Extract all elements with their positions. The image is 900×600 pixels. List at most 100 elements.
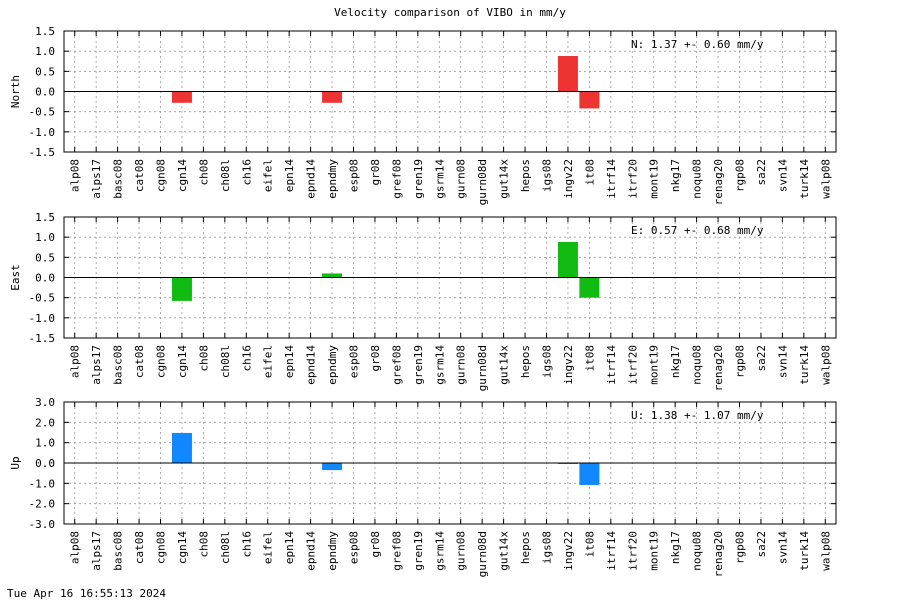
x-tick-label: itrf20 [626,159,639,199]
chart-title: Velocity comparison of VIBO in mm/y [334,6,566,19]
x-tick-label: it08 [583,345,596,372]
x-tick-label: itrf14 [605,531,618,571]
x-tick-label: ch08 [197,159,210,186]
x-tick-label: igs08 [541,531,554,564]
x-tick-label: gr08 [369,159,382,186]
x-tick-label: cgn08 [155,531,168,564]
x-tick-label: itrf20 [626,345,639,385]
x-tick-label: eifel [262,345,275,378]
footer-timestamp: Tue Apr 16 16:55:13 2024 [7,587,166,600]
x-tick-label: alps17 [90,531,103,571]
y-tick-label: -2.0 [29,498,56,511]
plot-frame [63,216,837,339]
x-tick-label: svn14 [776,531,789,564]
x-tick-label: ch16 [240,531,253,558]
y-tick-label: 0.0 [35,86,55,99]
x-tick-label: eifel [262,159,275,192]
x-tick-label: alps17 [90,345,103,385]
x-tick-label: walp08 [819,159,832,199]
x-tick-label: basc08 [112,345,125,385]
x-tick-label: alp08 [69,345,82,378]
x-tick-label: walp08 [819,531,832,571]
x-tick-label: rgp08 [734,531,747,564]
x-tick-label: cat08 [133,159,146,192]
y-tick-label: 1.0 [35,231,55,244]
x-tick-label: gut14x [498,159,511,199]
x-tick-label: ch08l [219,531,232,564]
x-tick-label: esp08 [348,531,361,564]
plot-frame [63,30,837,153]
x-tick-label: cgn08 [155,159,168,192]
x-tick-label: gren19 [412,159,425,199]
stat-annotation: N: 1.37 +- 0.60 mm/y [631,38,764,51]
x-tick-label: sa22 [755,531,768,558]
chart-panel-north: 1.5 1.0 0.5 0.0 -0.5 -1.0 -1.5 alp08 alps17 basc0… [9,25,837,205]
x-tick-label: esp08 [348,345,361,378]
y-tick-label: -1.0 [29,312,56,325]
x-tick-label: renag20 [712,159,725,205]
x-tick-label: ingv22 [562,531,575,571]
bar-ingv22 [557,463,578,465]
x-tick-label: gsrm14 [433,345,446,385]
bar-it08 [579,277,600,298]
x-tick-label: it08 [583,159,596,186]
x-tick-label: gsrm14 [433,531,446,571]
x-tick-label: epn14 [283,159,296,192]
x-tick-label: gref08 [390,531,403,571]
x-tick-label: gurn08d [476,531,489,577]
bar-ingv22 [557,242,578,278]
x-tick-label: mont19 [648,345,661,385]
bar-cgn14 [171,91,192,103]
x-tick-label: ch08l [219,159,232,192]
x-tick-label: hepos [519,159,532,192]
x-tick-label: noqu08 [691,159,704,199]
x-tick-label: igs08 [541,159,554,192]
x-tick-label: ch08 [197,345,210,372]
y-tick-label: 3.0 [35,396,55,409]
x-tick-label: svn14 [776,159,789,192]
x-tick-label: epnd14 [305,531,318,571]
x-tick-label: cgn14 [176,159,189,192]
x-tick-label: turk14 [798,159,811,199]
y-tick-label: -1.0 [29,477,56,490]
x-tick-label: ch08 [197,531,210,558]
x-tick-label: epndmy [326,531,339,571]
x-tick-label: eifel [262,531,275,564]
x-tick-label: gr08 [369,531,382,558]
y-axis-label: East [9,264,22,291]
x-tick-label: hepos [519,531,532,564]
x-tick-label: gurn08 [455,159,468,199]
x-tick-label: basc08 [112,159,125,199]
x-tick-label: gurn08d [476,345,489,391]
x-tick-label: cgn08 [155,345,168,378]
bar-epndmy [322,273,343,278]
x-tick-label: ingv22 [562,159,575,199]
x-tick-label: hepos [519,345,532,378]
x-tick-label: esp08 [348,159,361,192]
x-tick-label: basc08 [112,531,125,571]
x-tick-label: epn14 [283,531,296,564]
x-tick-label: gurn08d [476,159,489,205]
x-tick-label: rgp08 [734,345,747,378]
x-tick-label: mont19 [648,531,661,571]
x-tick-label: epnd14 [305,159,318,199]
x-tick-label: ingv22 [562,345,575,385]
y-tick-label: 0.5 [35,251,55,264]
x-tick-label: renag20 [712,531,725,577]
x-tick-label: alps17 [90,159,103,199]
bar-cgn14 [171,432,192,463]
x-tick-label: nkg17 [669,345,682,378]
chart-panel-east: 1.5 1.0 0.5 0.0 -0.5 -1.0 -1.5 alp08 alps17 basc0… [9,211,837,391]
bar-ingv22 [557,56,578,92]
x-tick-label: itrf14 [605,345,618,385]
x-tick-label: sa22 [755,159,768,186]
y-tick-label: -1.5 [29,146,56,159]
y-tick-label: 1.5 [35,211,55,224]
x-tick-label: walp08 [819,345,832,385]
bar-it08 [579,463,600,485]
x-tick-label: cat08 [133,531,146,564]
x-tick-label: gr08 [369,345,382,372]
y-axis-label: North [9,75,22,108]
bar-epndmy [322,463,343,471]
